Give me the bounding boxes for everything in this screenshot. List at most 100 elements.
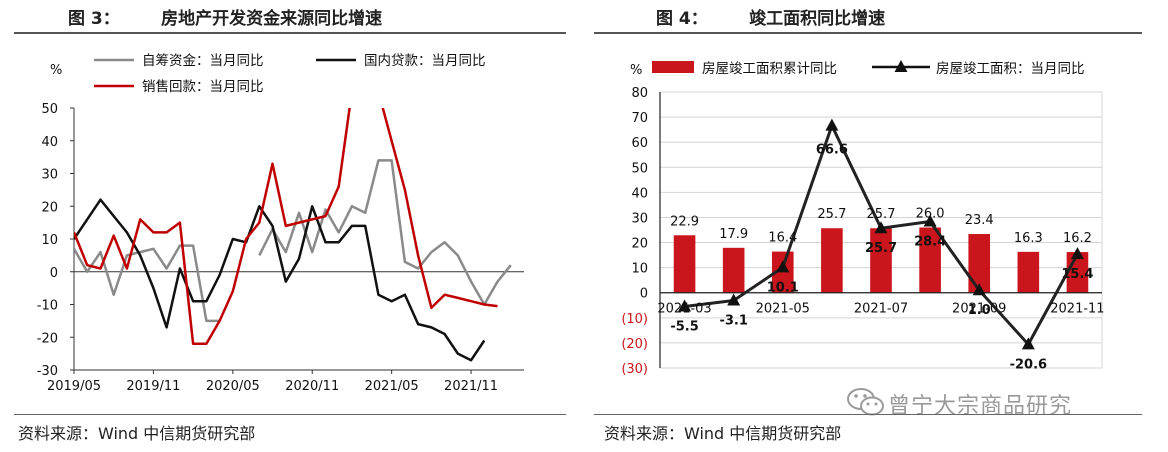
right-series-line bbox=[678, 118, 1084, 350]
right-x-tick-label: 2021-07 bbox=[854, 302, 908, 317]
right-line-data-label: -5.5 bbox=[670, 320, 698, 335]
right-bar-data-label: 26.0 bbox=[916, 206, 945, 221]
left-x-tick-label: 2021/05 bbox=[365, 379, 419, 394]
right-y-tick-label: 70 bbox=[631, 111, 648, 126]
right-bar bbox=[821, 228, 843, 293]
right-line-data-label: 28.4 bbox=[914, 234, 946, 249]
left-title-rule bbox=[14, 32, 566, 34]
right-x-tick-label: 2021-05 bbox=[756, 302, 810, 317]
right-y-tick-label: 20 bbox=[631, 237, 648, 252]
right-line-marker bbox=[1070, 247, 1084, 260]
left-y-tick-label: -10 bbox=[37, 299, 58, 314]
left-axes bbox=[70, 107, 524, 374]
left-series-lines bbox=[74, 108, 512, 362]
right-bar-data-label: 23.4 bbox=[965, 213, 994, 228]
right-bar-data-label: 22.9 bbox=[670, 214, 699, 229]
right-x-tick-label: 2021-03 bbox=[657, 302, 711, 317]
right-bar bbox=[919, 227, 941, 293]
right-y-tick-label: 10 bbox=[631, 262, 648, 277]
left-series-line-1 bbox=[74, 244, 220, 323]
left-figure-title: 图 3： 房地产开发资金来源同比增速 bbox=[68, 9, 383, 29]
right-y-tick-label: 80 bbox=[631, 86, 648, 101]
right-line-marker bbox=[923, 214, 937, 227]
left-source-text: 资料来源：Wind 中信期货研究部 bbox=[18, 424, 256, 443]
left-x-tick-label: 2020/11 bbox=[285, 379, 339, 394]
right-bar-data-label: 25.7 bbox=[817, 207, 846, 222]
left-series-line-3 bbox=[381, 108, 498, 310]
right-bar-data-label: 16.4 bbox=[768, 231, 797, 246]
right-legend-line-marker bbox=[894, 60, 908, 72]
right-bar-data-label: 25.7 bbox=[867, 207, 896, 222]
right-legend: 房屋竣工面积累计同比 房屋竣工面积：当月同比 bbox=[652, 60, 1085, 77]
right-y-tick-label: (10) bbox=[621, 312, 648, 327]
right-y-tick-label: (30) bbox=[621, 362, 648, 377]
right-legend-line-label: 房屋竣工面积：当月同比 bbox=[936, 61, 1085, 77]
left-tick-labels: -30 -20 -10 0 10 20 30 40 50% 2019/05 2019/11 2020/… bbox=[37, 63, 498, 394]
right-bar-data-label: 16.3 bbox=[1014, 231, 1043, 246]
right-y-tick-label: 30 bbox=[631, 211, 648, 226]
left-y-tick-label: 20 bbox=[41, 200, 58, 215]
left-y-tick-label: -30 bbox=[37, 364, 58, 379]
right-bar bbox=[722, 247, 745, 293]
right-y-tick-label: (20) bbox=[621, 337, 648, 352]
right-line-marker bbox=[874, 221, 888, 234]
left-y-tick-label: -20 bbox=[37, 331, 58, 346]
watermark-text: 曾宁大宗商品研究 bbox=[888, 394, 1073, 419]
left-x-tick-label: 2019/11 bbox=[126, 379, 180, 394]
right-line-marker bbox=[776, 260, 790, 273]
left-legend-label: 国内贷款：当月同比 bbox=[364, 53, 486, 69]
left-series-line-1 bbox=[258, 159, 512, 306]
right-line-marker bbox=[825, 118, 839, 131]
right-bars bbox=[673, 227, 1089, 293]
right-legend-bar-swatch bbox=[652, 61, 694, 73]
left-legend-label: 销售回款：当月同比 bbox=[142, 79, 264, 95]
right-source-rule bbox=[594, 414, 1142, 415]
left-series-line-2 bbox=[74, 198, 486, 362]
right-x-tick-label: 2021-11 bbox=[1050, 302, 1104, 317]
right-bar bbox=[673, 235, 696, 293]
right-data-labels: 22.9 17.9 16.4 25.7 25.7 26.0 23.4 16.3 16.2 -5.5… bbox=[670, 143, 1093, 373]
right-bar-data-label: 17.9 bbox=[719, 227, 748, 242]
left-series-line-3 bbox=[74, 108, 351, 346]
right-y-tick-label: 50 bbox=[631, 161, 648, 176]
left-y-tick-label: 10 bbox=[41, 233, 58, 248]
left-x-tick-label: 2019/05 bbox=[47, 379, 101, 394]
right-y-tick-label: 60 bbox=[631, 136, 648, 151]
right-y-tick-label: 0 bbox=[640, 287, 648, 302]
right-bar-data-label: 16.2 bbox=[1063, 231, 1092, 246]
right-bar bbox=[870, 228, 892, 293]
right-line-data-label: 10.1 bbox=[767, 280, 799, 295]
right-line-marker bbox=[972, 283, 986, 296]
left-unit-label: % bbox=[50, 63, 62, 78]
right-line-marker bbox=[727, 293, 741, 306]
right-legend-bar-label: 房屋竣工面积累计同比 bbox=[702, 61, 837, 77]
right-bar-line-chart: 房屋竣工面积累计同比 房屋竣工面积：当月同比 80 70 60 50 40 30 20 10 0 (… bbox=[621, 60, 1105, 377]
right-line-marker bbox=[678, 299, 692, 312]
right-line-data-label: 25.7 bbox=[865, 241, 897, 256]
right-line-data-label: -20.6 bbox=[1010, 357, 1047, 372]
left-x-tick-label: 2021/11 bbox=[444, 379, 498, 394]
right-line-data-label: 1.0 bbox=[968, 303, 991, 318]
wechat-icon bbox=[846, 386, 886, 422]
right-line-data-label: 66.6 bbox=[816, 143, 848, 158]
left-y-tick-label: 30 bbox=[41, 168, 58, 183]
right-bar bbox=[1017, 251, 1040, 293]
right-figure-title: 图 4： 竣工面积同比增速 bbox=[656, 9, 886, 29]
left-x-tick-label: 2020/05 bbox=[206, 379, 260, 394]
right-line-data-label: -3.1 bbox=[719, 314, 747, 329]
left-source-rule bbox=[14, 414, 566, 415]
left-y-tick-label: 0 bbox=[50, 266, 58, 281]
right-unit-label: % bbox=[630, 63, 642, 78]
right-line-data-label: 15.4 bbox=[1061, 267, 1093, 282]
left-legend-label: 自筹资金：当月同比 bbox=[142, 52, 264, 69]
right-source-text: 资料来源：Wind 中信期货研究部 bbox=[604, 424, 842, 443]
left-y-tick-label: 50 bbox=[41, 102, 58, 117]
right-line-marker bbox=[1021, 337, 1035, 350]
right-tick-labels: 80 70 60 50 40 30 20 10 0 (10) (20) (30)% 2021-03 202… bbox=[621, 63, 1104, 377]
right-bar bbox=[968, 234, 991, 293]
right-x-tick-label: 2021-09 bbox=[952, 302, 1006, 317]
right-axes bbox=[659, 92, 1102, 368]
left-y-tick-label: 40 bbox=[41, 135, 58, 150]
